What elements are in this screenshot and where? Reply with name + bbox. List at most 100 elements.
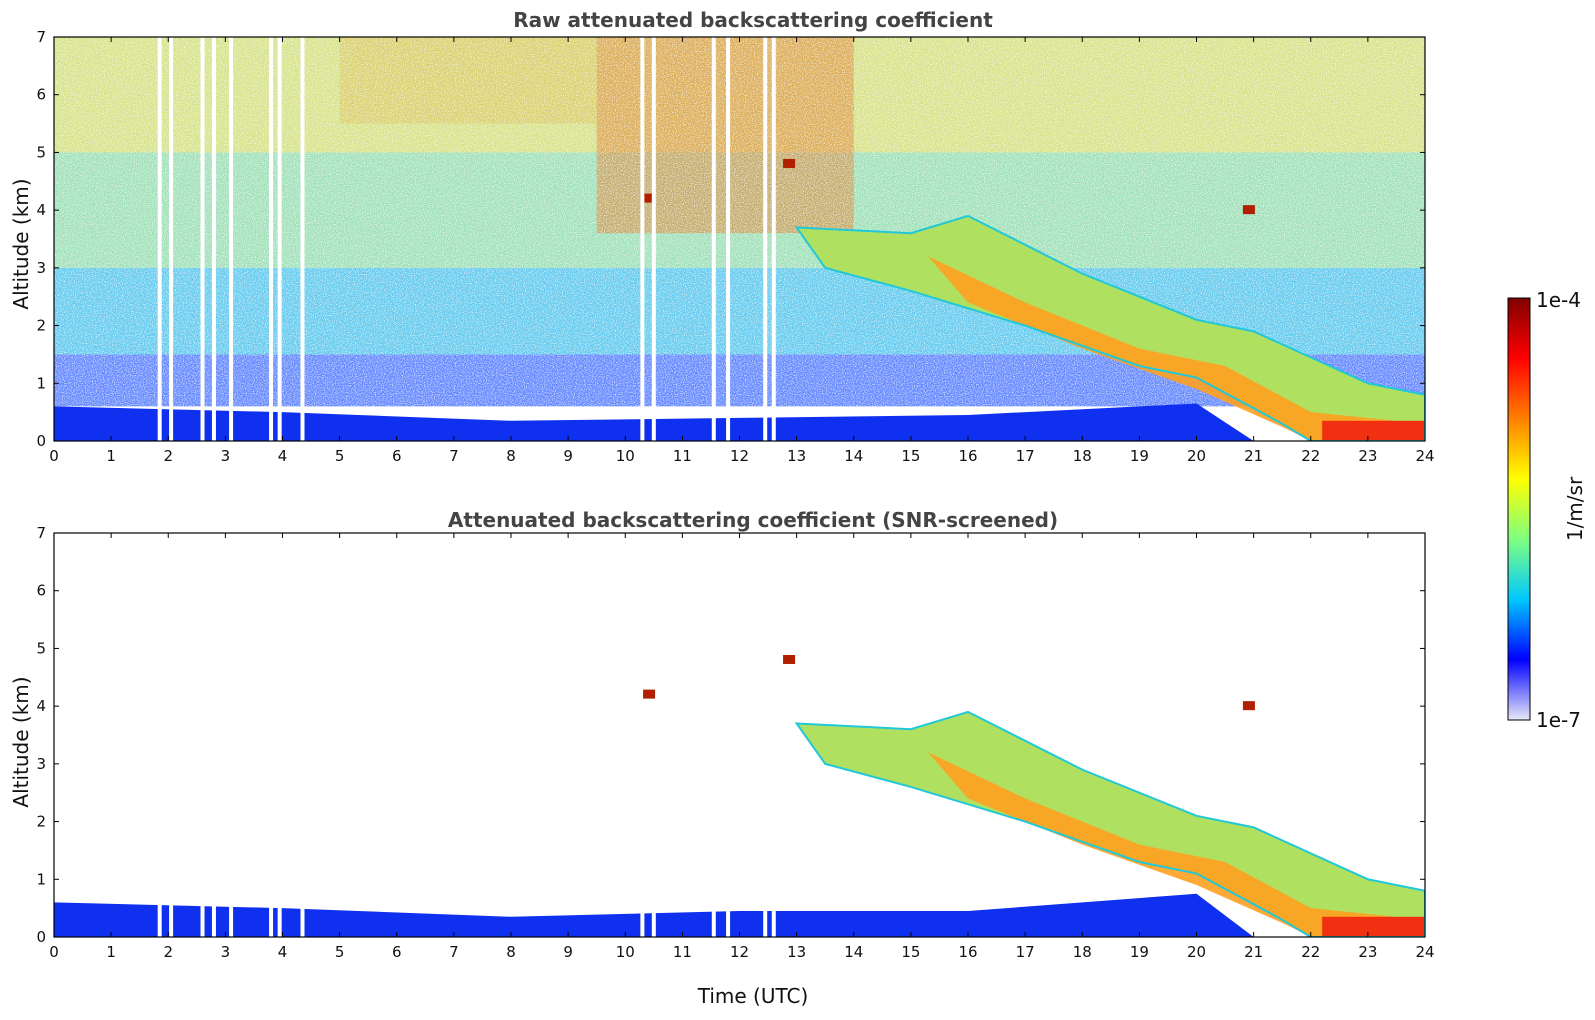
y-tick-label: 0 <box>36 432 46 450</box>
x-tick-label: 6 <box>392 943 402 961</box>
data-gap <box>771 37 776 441</box>
x-tick-label: 13 <box>787 447 806 465</box>
isolated-feature <box>643 193 656 203</box>
data-gap <box>277 902 282 937</box>
heatmap-area <box>54 37 1425 441</box>
data-gap <box>651 902 656 937</box>
data-gap <box>763 37 768 441</box>
x-tick-label: 9 <box>563 447 573 465</box>
colorbar-bar <box>1507 297 1531 721</box>
y-tick-label: 3 <box>36 755 46 773</box>
isolated-feature <box>643 689 656 699</box>
data-gap <box>640 902 645 937</box>
colorbar-max-label: 1e-4 <box>1536 288 1581 312</box>
x-tick-label: 10 <box>616 447 635 465</box>
y-tick-label: 1 <box>36 374 46 392</box>
snr-screened-backscatter-panel: Attenuated backscattering coefficient (S… <box>9 508 1435 1008</box>
x-tick-label: 23 <box>1358 943 1377 961</box>
aerosol-layer-peak <box>1322 916 1425 937</box>
x-tick-label: 0 <box>49 943 59 961</box>
data-gap <box>269 902 274 937</box>
x-tick-label: 1 <box>106 447 116 465</box>
data-gap <box>711 902 716 937</box>
y-tick-label: 2 <box>36 813 46 831</box>
aerosol-layer-edge <box>794 214 1425 441</box>
x-tick-label: 1 <box>106 943 116 961</box>
data-gap <box>169 37 174 441</box>
heatmap-area <box>54 533 1425 937</box>
x-tick-label: 18 <box>1073 943 1092 961</box>
x-tick-label: 23 <box>1358 447 1377 465</box>
x-tick-label: 9 <box>563 943 573 961</box>
data-gap <box>200 902 205 937</box>
x-tick-label: 18 <box>1073 447 1092 465</box>
x-tick-label: 14 <box>844 447 863 465</box>
x-axis-label: Time (UTC) <box>697 984 809 1008</box>
x-tick-label: 8 <box>506 447 516 465</box>
y-tick-label: 4 <box>36 697 46 715</box>
x-tick-label: 5 <box>335 447 345 465</box>
data-gap <box>229 902 234 937</box>
aerosol-layer-edge <box>794 710 1425 937</box>
x-tick-label: 12 <box>730 447 749 465</box>
data-gap <box>200 37 205 441</box>
x-tick-label: 2 <box>163 447 173 465</box>
x-tick-label: 3 <box>221 447 231 465</box>
x-tick-label: 15 <box>901 943 920 961</box>
x-tick-label: 6 <box>392 447 402 465</box>
x-tick-label: 15 <box>901 447 920 465</box>
x-tick-label: 24 <box>1415 447 1434 465</box>
isolated-feature <box>1242 205 1255 215</box>
data-gap <box>157 37 162 441</box>
x-tick-label: 19 <box>1130 447 1149 465</box>
colorbar: 1e-4 1e-7 1/m/sr <box>1507 288 1587 732</box>
x-tick-label: 10 <box>616 943 635 961</box>
data-gap <box>211 902 216 937</box>
y-tick-label: 2 <box>36 317 46 335</box>
data-gap <box>300 902 305 937</box>
x-tick-label: 14 <box>844 943 863 961</box>
x-tick-label: 22 <box>1301 447 1320 465</box>
data-gap <box>277 37 282 441</box>
y-tick-label: 6 <box>36 86 46 104</box>
isolated-feature <box>783 158 796 168</box>
x-tick-label: 3 <box>221 943 231 961</box>
y-tick-label: 7 <box>36 524 46 542</box>
colorbar-min-label: 1e-7 <box>1536 708 1581 732</box>
data-gap <box>300 37 305 441</box>
data-gap <box>711 37 716 441</box>
x-tick-label: 7 <box>449 447 459 465</box>
x-tick-label: 7 <box>449 943 459 961</box>
aerosol-layer-peak <box>1322 420 1425 441</box>
raw-backscatter-panel: Raw attenuated backscattering coefficien… <box>9 8 1435 465</box>
y-axis-label: Altitude (km) <box>9 676 33 807</box>
y-tick-label: 4 <box>36 201 46 219</box>
data-gap <box>269 37 274 441</box>
y-tick-label: 7 <box>36 28 46 46</box>
data-gap <box>211 37 216 441</box>
x-tick-label: 8 <box>506 943 516 961</box>
data-gap <box>229 37 234 441</box>
x-tick-label: 4 <box>278 447 288 465</box>
panel-title: Attenuated backscattering coefficient (S… <box>448 508 1058 532</box>
x-tick-label: 19 <box>1130 943 1149 961</box>
x-tick-label: 20 <box>1187 943 1206 961</box>
x-tick-label: 20 <box>1187 447 1206 465</box>
axis-ticks: 0 1 2 3 4 5 6 7 8 9 10 11 12 13 14 15 16 17 18 19 20 21 22 23 24… <box>36 524 1434 961</box>
axis-ticks: 0 1 2 3 4 5 6 7 8 9 10 11 12 13 14 15 16 17 18 19 20 21 22 23 24… <box>36 28 1434 465</box>
data-gap <box>169 902 174 937</box>
x-tick-label: 0 <box>49 447 59 465</box>
x-tick-label: 24 <box>1415 943 1434 961</box>
x-tick-label: 16 <box>958 447 977 465</box>
data-gap <box>726 902 731 937</box>
x-tick-label: 17 <box>1016 943 1035 961</box>
isolated-feature <box>1242 701 1255 711</box>
y-tick-label: 6 <box>36 582 46 600</box>
isolated-feature <box>783 654 796 664</box>
data-gap <box>771 902 776 937</box>
x-tick-label: 16 <box>958 943 977 961</box>
x-tick-label: 2 <box>163 943 173 961</box>
data-gap <box>640 37 645 441</box>
x-tick-label: 21 <box>1244 943 1263 961</box>
x-tick-label: 12 <box>730 943 749 961</box>
